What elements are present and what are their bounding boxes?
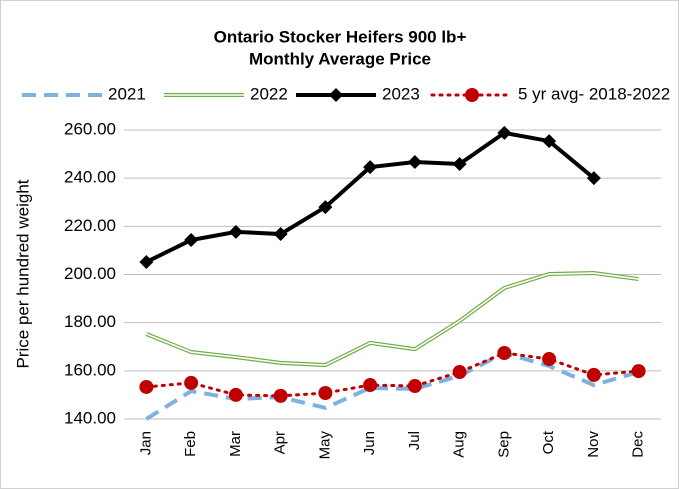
- legend-label: 5 yr avg- 2018-2022: [518, 84, 670, 103]
- x-tick-label: Feb: [182, 431, 199, 457]
- point-marker: [273, 388, 288, 403]
- x-tick-label: Apr: [272, 431, 289, 454]
- x-tick-label: Jun: [361, 431, 378, 455]
- y-tick-label: 220.00: [64, 216, 116, 235]
- y-tick-label: 180.00: [64, 312, 116, 331]
- point-marker: [139, 379, 154, 394]
- point-marker: [586, 367, 601, 382]
- chart-title: Ontario Stocker Heifers 900 lb+: [214, 27, 467, 46]
- x-tick-label: Jan: [137, 431, 154, 455]
- point-marker: [329, 88, 343, 102]
- y-tick-label: 160.00: [64, 360, 116, 379]
- point-marker: [452, 365, 467, 380]
- x-tick-label: Oct: [540, 430, 557, 454]
- x-tick-label: Dec: [630, 431, 647, 458]
- point-marker: [318, 200, 333, 215]
- point-marker: [407, 379, 422, 394]
- point-marker: [273, 227, 288, 242]
- point-marker: [631, 364, 646, 379]
- line-series-inner: [146, 272, 639, 366]
- chart-subtitle: Monthly Average Price: [249, 49, 431, 68]
- y-tick-label: 140.00: [64, 408, 116, 427]
- y-axis-label: Price per hundred weight: [13, 179, 32, 368]
- x-tick-label: Sep: [495, 431, 512, 458]
- point-marker: [586, 171, 601, 186]
- point-marker: [318, 385, 333, 400]
- legend-label: 2022: [250, 84, 288, 103]
- line-series: [145, 350, 640, 421]
- legend-label: 2021: [108, 84, 146, 103]
- point-marker: [363, 160, 378, 175]
- point-marker: [228, 224, 243, 239]
- point-marker: [497, 346, 512, 361]
- y-tick-label: 200.00: [64, 264, 116, 283]
- x-tick-label: Jul: [406, 431, 423, 450]
- point-marker: [184, 233, 199, 248]
- x-tick-label: Nov: [585, 431, 602, 458]
- point-marker: [228, 387, 243, 402]
- point-marker: [139, 254, 154, 269]
- x-tick-label: Mar: [227, 431, 244, 457]
- point-marker: [452, 156, 467, 171]
- point-marker: [407, 155, 422, 170]
- line-series: [144, 351, 641, 398]
- x-tick-label: Aug: [451, 431, 468, 458]
- point-marker: [542, 352, 557, 367]
- x-tick-label: May: [316, 431, 333, 460]
- point-marker: [363, 378, 378, 393]
- point-marker: [542, 134, 557, 149]
- y-tick-label: 240.00: [64, 168, 116, 187]
- point-marker: [497, 125, 512, 140]
- point-marker: [184, 375, 199, 390]
- legend-label: 2023: [382, 84, 420, 103]
- y-tick-label: 260.00: [64, 119, 116, 138]
- point-marker: [465, 88, 479, 102]
